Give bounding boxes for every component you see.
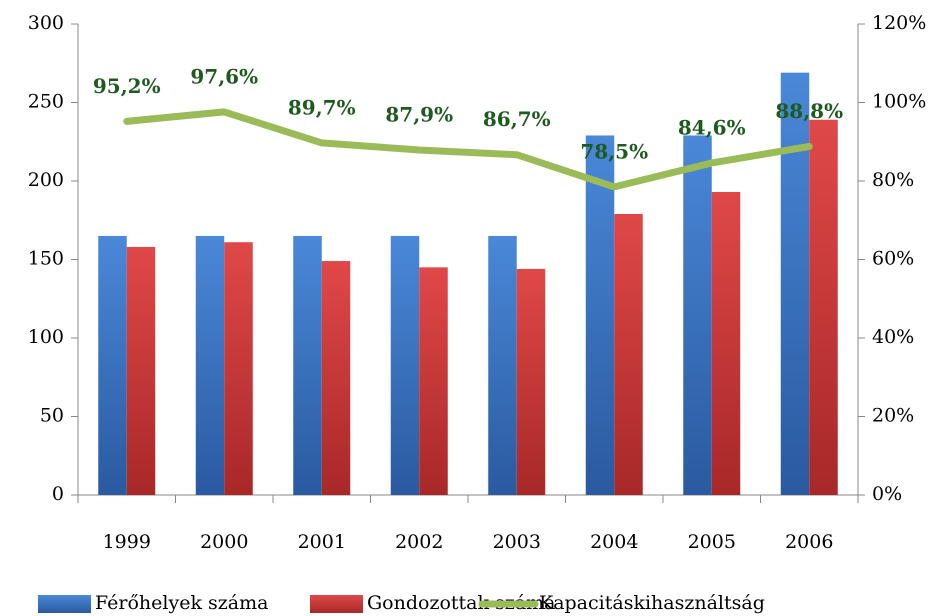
y2-tick-label: 120% [872, 12, 926, 34]
y-tick-label: 200 [28, 169, 64, 191]
y-tick-label: 50 [40, 405, 64, 427]
data-label: 88,8% [775, 99, 843, 123]
bar [711, 191, 741, 496]
bar [516, 268, 546, 495]
bar [293, 235, 322, 495]
x-tick-label: 2006 [785, 531, 833, 553]
bar [224, 242, 253, 495]
bar [390, 235, 420, 495]
data-label: 97,6% [190, 64, 258, 88]
bar [683, 135, 712, 495]
bar [585, 135, 615, 495]
bar [809, 119, 838, 496]
y-tick-label: 300 [28, 12, 64, 34]
bar [195, 235, 225, 495]
x-tick-label: 2001 [298, 531, 346, 553]
legend-swatch [38, 595, 91, 613]
y-tick-label: 0 [52, 483, 64, 505]
bar [488, 235, 517, 495]
x-tick-label: 2004 [590, 531, 638, 553]
x-tick-label: 2002 [395, 531, 443, 553]
x-tick-label: 2005 [688, 531, 736, 553]
data-label: 87,9% [385, 102, 453, 126]
y2-tick-label: 40% [872, 326, 914, 348]
legend-label: Gondozottak száma [367, 592, 556, 614]
y-tick-label: 250 [28, 91, 64, 113]
data-label: 84,6% [678, 115, 746, 139]
data-label: 86,7% [483, 107, 551, 131]
bar [98, 235, 127, 495]
bar [419, 267, 448, 495]
data-label: 78,5% [580, 139, 648, 163]
bar [614, 213, 643, 495]
y-tick-label: 150 [28, 248, 64, 270]
y2-tick-label: 60% [872, 248, 914, 270]
x-tick-label: 2000 [200, 531, 248, 553]
legend-label: Férőhelyek száma [95, 592, 268, 614]
y2-tick-label: 100% [872, 91, 926, 113]
data-label: 89,7% [288, 95, 356, 119]
legend-swatch [310, 595, 363, 613]
legend-label: Kapacitáskihasználtság [539, 592, 765, 614]
y2-tick-label: 20% [872, 405, 914, 427]
y-tick-label: 100 [28, 326, 64, 348]
bar [321, 261, 351, 495]
x-tick-label: 2003 [493, 531, 541, 553]
y2-tick-label: 80% [872, 169, 914, 191]
bar [126, 246, 156, 495]
bar [780, 72, 810, 496]
x-tick-label: 1999 [103, 531, 151, 553]
y2-tick-label: 0% [872, 483, 902, 505]
data-label: 95,2% [93, 74, 161, 98]
line [123, 108, 813, 191]
